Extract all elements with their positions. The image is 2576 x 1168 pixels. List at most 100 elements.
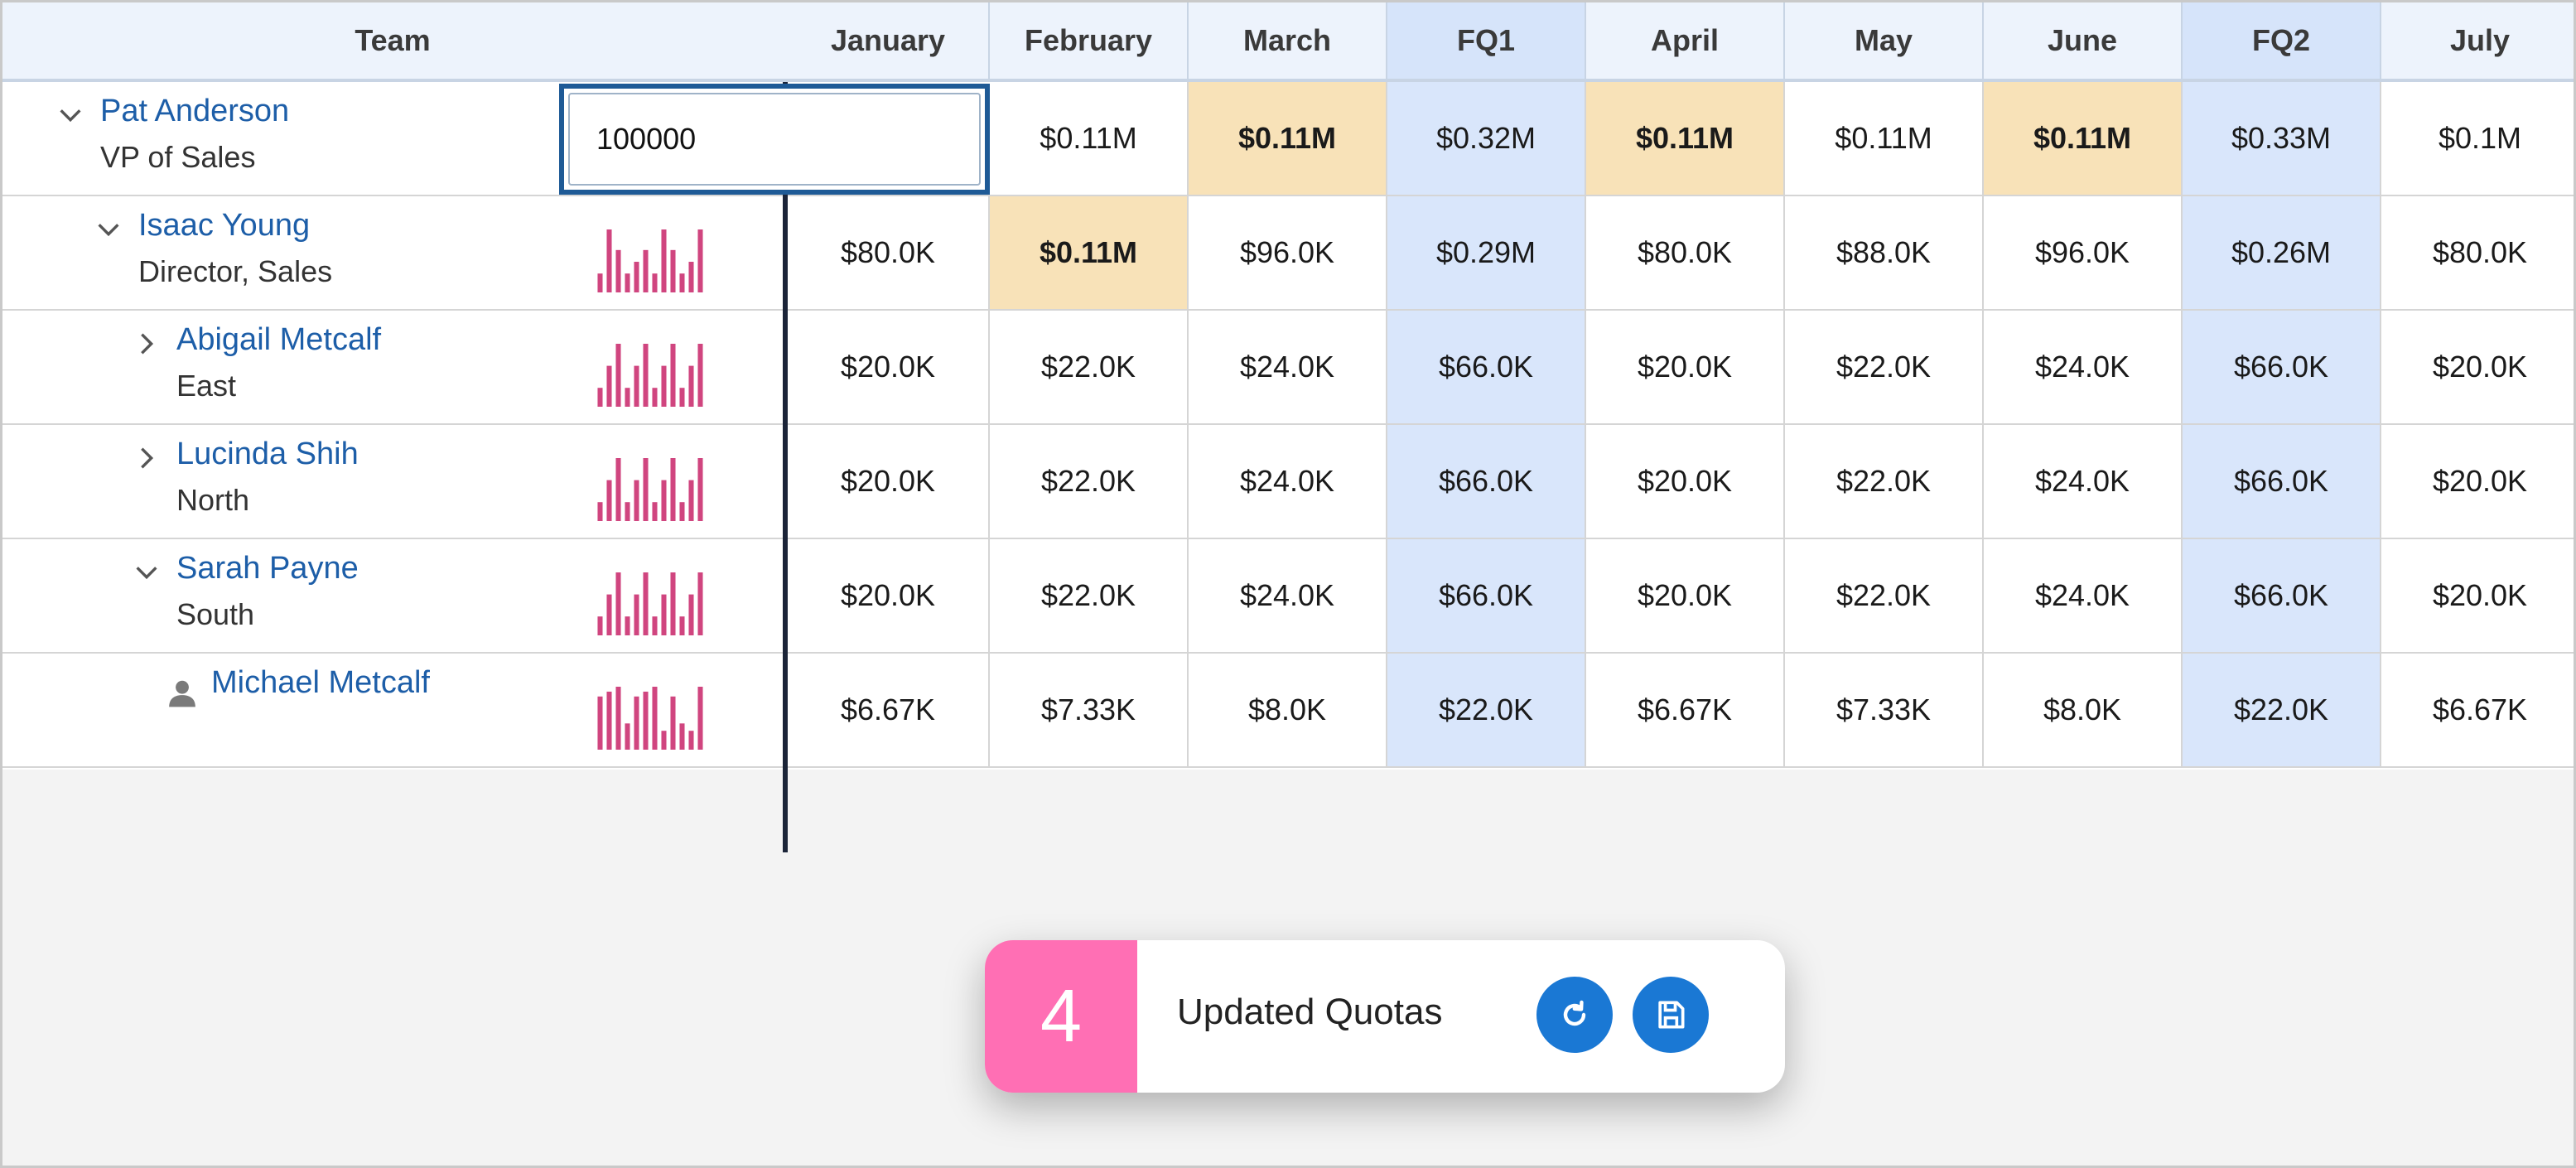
column-header-april[interactable]: April [1586,2,1785,79]
value-cell[interactable]: $20.0K [1586,311,1785,423]
value-cell[interactable]: $22.0K [1785,425,1984,538]
column-header-february[interactable]: February [990,2,1189,79]
sparkline-bar [652,273,658,292]
chevron-down-icon[interactable] [92,213,125,246]
table-row[interactable]: Isaac Young Director, Sales $80.0K $0.11… [2,196,2574,311]
member-name-link[interactable]: Michael Metcalf [211,665,430,700]
sparkline-bar [679,273,685,292]
sparkline-bar [679,723,685,750]
sparkline-bar [652,502,658,521]
value-cell[interactable]: $20.0K [2432,464,2528,498]
changes-count-badge: 4 [985,940,1137,1093]
member-name-link[interactable]: Isaac Young [138,208,311,243]
sparkline-bar [625,273,630,292]
value-cell[interactable]: $24.0K [1189,425,1387,538]
quota-sparkline [597,458,703,521]
column-header-march[interactable]: March [1189,2,1387,79]
value-cell[interactable]: $20.0K [1586,539,1785,652]
chevron-down-icon[interactable] [54,99,87,132]
value-cell[interactable]: $80.0K [788,196,990,309]
chevron-right-icon[interactable] [130,327,163,360]
sparkline-bar [661,594,667,635]
value-cell[interactable]: $22.0K [990,311,1189,423]
table-row[interactable]: Pat Anderson VP of Sales $0.11M $0.11M $… [2,82,2574,196]
value-cell-edited[interactable]: $0.11M [1189,82,1387,195]
sparkline-bar [688,480,694,521]
chevron-right-icon[interactable] [130,442,163,475]
frozen-column-divider[interactable] [783,82,788,852]
team-cell: Abigail Metcalf East [2,311,786,423]
quarter-total-cell: $22.0K [1387,654,1586,766]
save-button[interactable] [1633,977,1709,1053]
team-cell: Sarah Payne South [2,539,786,652]
chevron-down-icon[interactable] [130,556,163,589]
column-header-team[interactable]: Team [355,23,431,57]
value-cell[interactable]: $20.0K [1586,425,1785,538]
member-name-link[interactable]: Abigail Metcalf [176,322,382,357]
quarter-total-cell: $66.0K [2183,425,2381,538]
value-cell[interactable]: $0.11M [1785,82,1984,195]
value-cell[interactable]: $80.0K [2432,235,2528,269]
quarter-total-cell: $0.29M [1387,196,1586,309]
value-cell[interactable]: $7.33K [990,654,1189,766]
value-cell-edited[interactable]: $0.11M [1984,82,2183,195]
value-cell[interactable]: $24.0K [1189,311,1387,423]
value-cell[interactable]: $22.0K [1785,311,1984,423]
member-name-link[interactable]: Sarah Payne [176,551,359,586]
value-cell[interactable]: $7.33K [1785,654,1984,766]
value-cell[interactable]: $24.0K [1189,539,1387,652]
value-cell[interactable]: $20.0K [788,311,990,423]
sparkline-bar [634,696,639,750]
value-cell[interactable]: $8.0K [1984,654,2183,766]
save-icon [1658,1001,1685,1029]
value-cell[interactable]: $96.0K [1984,196,2183,309]
quota-grid: Pat Anderson VP of Sales $0.11M $0.11M $… [2,82,2574,852]
value-cell[interactable]: $24.0K [1984,311,2183,423]
column-header-june[interactable]: June [1984,2,2183,79]
value-cell[interactable]: $22.0K [1785,539,1984,652]
sparkline-bar [606,229,612,292]
value-cell[interactable]: $96.0K [1189,196,1387,309]
column-header-fq2[interactable]: FQ2 [2183,2,2381,79]
revert-button[interactable] [1536,977,1613,1053]
value-cell[interactable]: $6.67K [2432,693,2528,726]
value-cell[interactable]: $6.67K [788,654,990,766]
value-cell[interactable]: $80.0K [1586,196,1785,309]
sparkline-bar [643,344,649,407]
column-header-july[interactable]: July [2449,23,2511,57]
value-cell-edited[interactable]: $0.11M [1586,82,1785,195]
sparkline-bar [679,388,685,407]
sparkline-bar [670,696,676,750]
quota-edit-input[interactable] [568,93,981,186]
table-row[interactable]: Abigail Metcalf East $20.0K $22.0K $24.0… [2,311,2574,425]
sparkline-bar [661,365,667,407]
value-cell[interactable]: $0.11M [990,82,1189,195]
value-cell[interactable]: $22.0K [990,425,1189,538]
grid-header: Team January February March FQ1 April Ma… [2,2,2574,82]
member-name-link[interactable]: Pat Anderson [100,94,290,128]
member-name-link[interactable]: Lucinda Shih [176,437,359,471]
value-cell[interactable]: $88.0K [1785,196,1984,309]
value-cell[interactable]: $6.67K [1586,654,1785,766]
table-row[interactable]: Sarah Payne South $20.0K $22.0K $24.0K $… [2,539,2574,654]
table-row[interactable]: Lucinda Shih North $20.0K $22.0K $24.0K … [2,425,2574,539]
column-header-may[interactable]: May [1785,2,1984,79]
column-header-fq1[interactable]: FQ1 [1387,2,1586,79]
quarter-total-cell: $66.0K [2183,539,2381,652]
column-header-january[interactable]: January [788,2,990,79]
value-cell[interactable]: $20.0K [788,539,990,652]
value-cell[interactable]: $20.0K [2432,578,2528,612]
toast-message: Updated Quotas [1177,992,1443,1032]
value-cell[interactable]: $24.0K [1984,425,2183,538]
value-cell[interactable]: $8.0K [1189,654,1387,766]
sparkline-bar [688,594,694,635]
table-row[interactable]: Michael Metcalf $6.67K $7.33K $8.0K $22.… [2,654,2574,768]
value-cell[interactable]: $0.1M [2438,121,2522,155]
value-cell[interactable]: $20.0K [788,425,990,538]
value-cell[interactable]: $20.0K [2432,350,2528,384]
value-cell[interactable]: $22.0K [990,539,1189,652]
value-cell-edited[interactable]: $0.11M [990,196,1189,309]
value-cell[interactable]: $24.0K [1984,539,2183,652]
updated-quotas-toast: 4 Updated Quotas [985,940,1785,1093]
quarter-total-cell: $66.0K [1387,425,1586,538]
